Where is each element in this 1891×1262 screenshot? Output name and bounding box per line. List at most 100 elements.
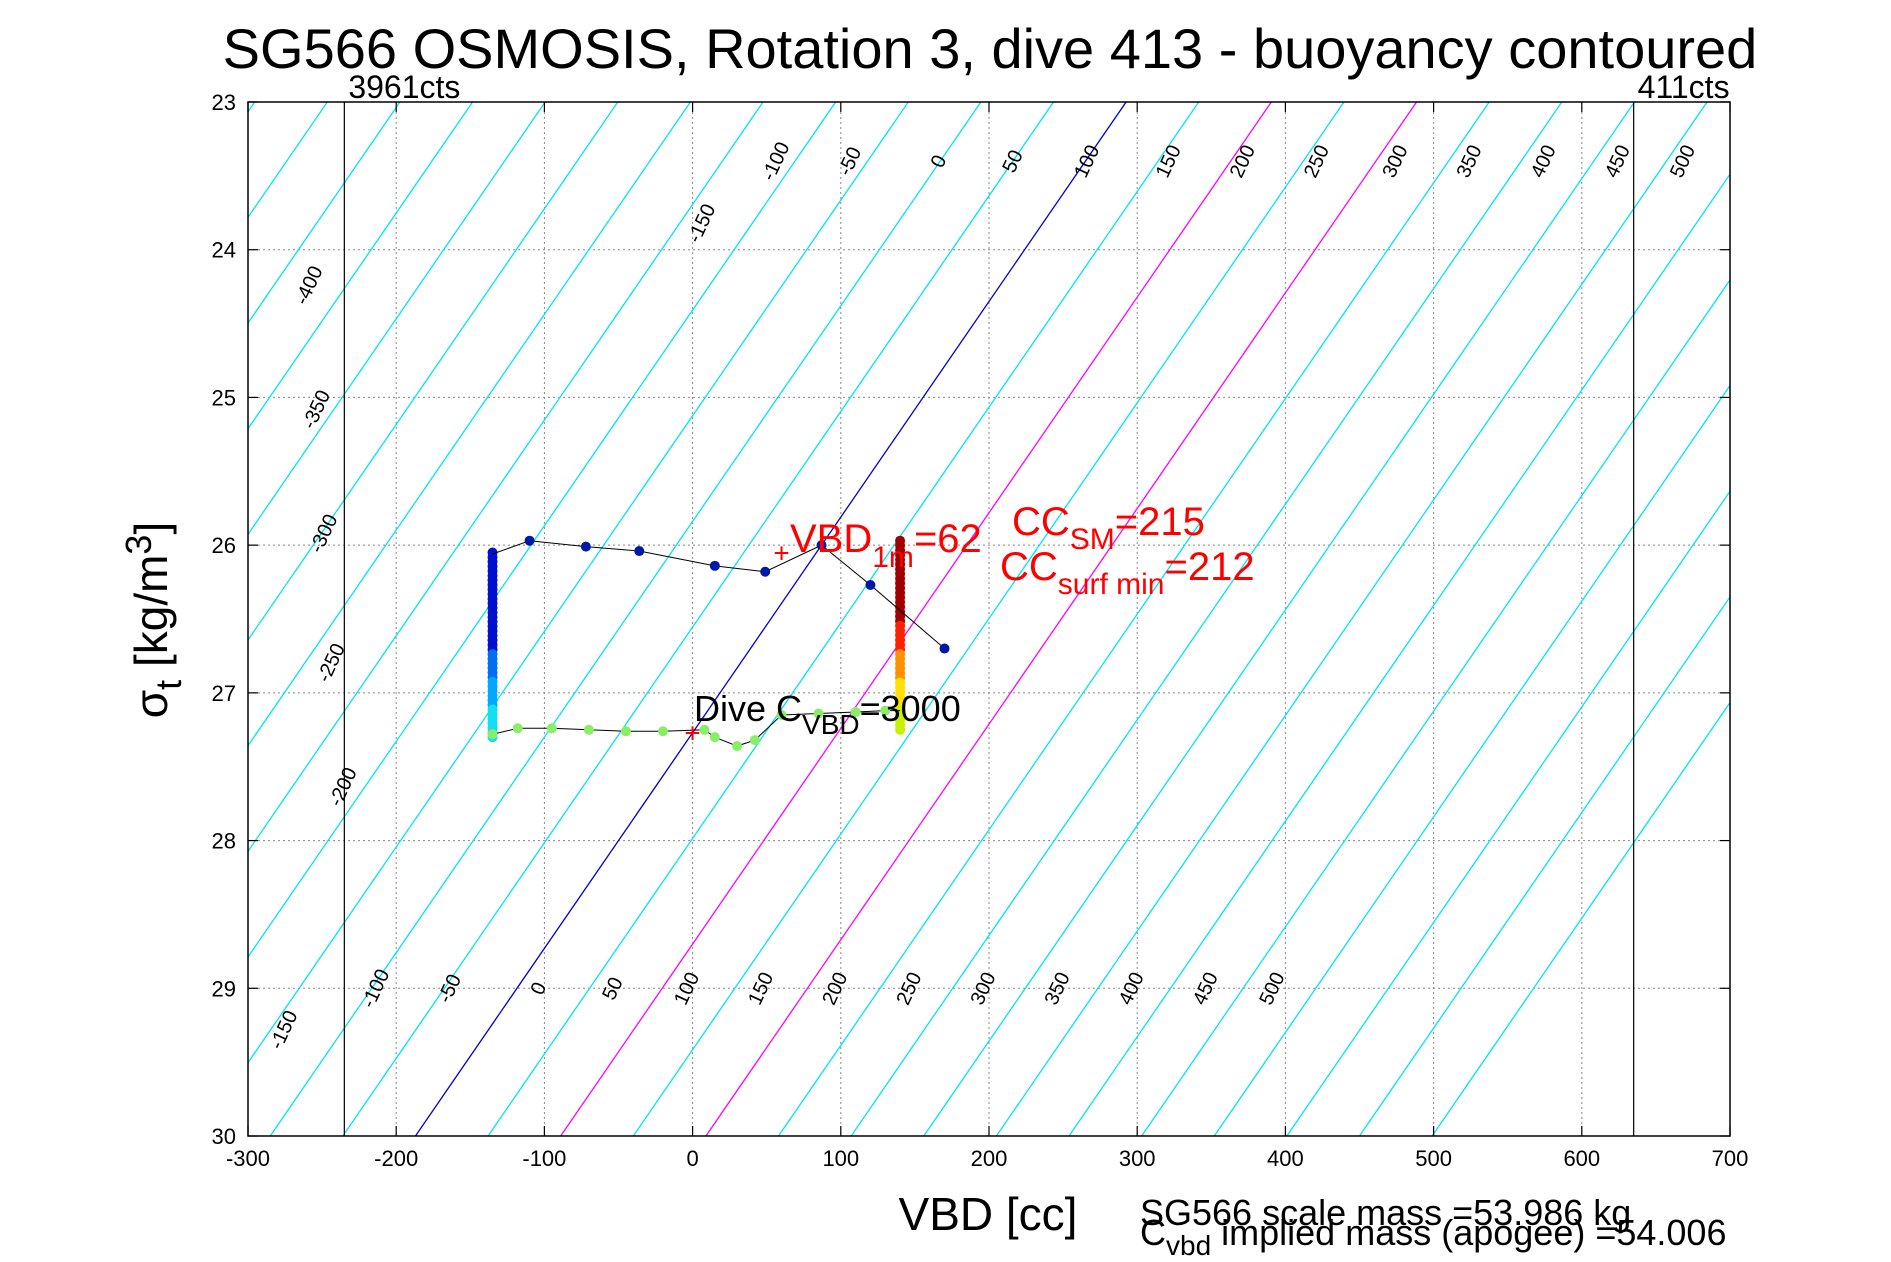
cc-sm-value: =215: [1115, 500, 1205, 544]
y-tick-label: 26: [212, 533, 236, 558]
contour-line: [248, 102, 546, 536]
contour-line: [342, 102, 1055, 1136]
green-trace-point: [657, 726, 668, 737]
x-tick-label: 100: [822, 1146, 859, 1171]
y-tick-label: 24: [212, 238, 236, 263]
vbd-limit-label: 3961cts: [348, 69, 460, 105]
x-tick-label: -200: [374, 1146, 418, 1171]
vbd-limit-label: 411cts: [1638, 69, 1730, 105]
green-trace-point: [512, 723, 523, 734]
green-trace-point: [709, 732, 720, 743]
buoyancy-contours: [248, 102, 1730, 1136]
vbd-1m-main: VBD: [790, 517, 872, 561]
contour-line: [1358, 595, 1730, 1136]
cc-surf-main: CC: [1000, 545, 1058, 589]
contour-line: [1286, 490, 1730, 1136]
cc-surf-value: =212: [1164, 545, 1254, 589]
y-axis-close: ]: [125, 522, 177, 535]
green-trace-point: [620, 726, 631, 737]
contour-line: [923, 102, 1635, 1136]
green-trace-point: [546, 723, 557, 734]
green-trace-point: [699, 724, 710, 735]
contour-line: [248, 102, 474, 430]
y-axis-sigma: σ: [125, 690, 177, 718]
x-axis-label: VBD [cc]: [899, 1188, 1078, 1240]
blue-trace-point: [760, 566, 771, 577]
axis-ticks: -300 -200 -100 0 100 200 300 400 500 600 700 23 24 25…: [212, 90, 1749, 1171]
dive-c-annotation: Dive CVBD=3000: [694, 688, 961, 740]
x-tick-label: -300: [226, 1146, 270, 1171]
y-tick-label: 23: [212, 90, 236, 115]
vbd-limit-lines: 3961cts 411cts: [343, 69, 1730, 1136]
contour-line: [269, 102, 982, 1136]
green-trace-point: [850, 707, 861, 718]
plus-marker: +: [684, 718, 700, 749]
contour-line: [248, 102, 764, 853]
footer-scale-mass: SG566 scale mass =53.986 kg: [1140, 1192, 1631, 1233]
contour-line: [487, 102, 1200, 1136]
contour-line: [850, 102, 1563, 1136]
x-tick-label: 500: [1415, 1146, 1452, 1171]
blue-trace-point: [634, 546, 645, 557]
cc-surf-sub: surf min: [1058, 568, 1165, 601]
green-trace-point: [487, 729, 498, 740]
contour-line: [632, 102, 1345, 1136]
blue-trace-point: [865, 580, 876, 591]
x-tick-label: 200: [971, 1146, 1008, 1171]
y-axis-sup: 3: [118, 535, 159, 555]
contour-line: [248, 102, 691, 747]
y-tick-label: 25: [212, 385, 236, 410]
blue-trace-point: [816, 540, 827, 551]
contour-line: [248, 102, 837, 959]
green-trace-point: [583, 724, 594, 735]
footer-implied-sub: vbd: [1166, 1230, 1211, 1261]
contour-line: [1431, 701, 1730, 1136]
contour-line: [248, 102, 909, 1064]
green-trace-point: [880, 705, 891, 716]
cc-sm-main: CC: [1012, 500, 1070, 544]
green-trace-point: [749, 735, 760, 746]
y-axis-units: [kg/m: [125, 555, 177, 680]
y-tick-label: 29: [212, 976, 236, 1001]
dive-c-main: Dive C: [694, 688, 802, 729]
blue-trace-point: [709, 560, 720, 571]
dive-c-value: =3000: [860, 688, 961, 729]
vbd-1m-sub: 1m: [872, 541, 914, 574]
footer-implied-rest: implied mass (apogee) =54.006: [1211, 1212, 1726, 1253]
cc-sm-annotation: CCSM=215: [1012, 500, 1205, 556]
contour-line: [995, 102, 1708, 1136]
contour-line: [705, 102, 1418, 1136]
footer-implied-mass: Cvbd implied mass (apogee) =54.006: [1140, 1212, 1726, 1261]
vbd-1m-annotation: VBD1m=62: [790, 517, 982, 574]
blue-trace-point: [580, 541, 591, 552]
blue-trace-point: [524, 535, 535, 546]
contour-line: [1213, 384, 1730, 1136]
x-tick-label: 0: [686, 1146, 698, 1171]
contour-line: [1068, 173, 1730, 1136]
contour-line: [248, 102, 619, 642]
contour-line: [414, 102, 1127, 1136]
contour-line: [1141, 278, 1730, 1136]
y-tick-label: 30: [212, 1124, 236, 1149]
contour-line: [777, 102, 1490, 1136]
x-tick-label: 700: [1712, 1146, 1749, 1171]
plus-marker: +: [773, 538, 789, 569]
vertical-red-point: [895, 724, 906, 735]
x-tick-label: 400: [1267, 1146, 1304, 1171]
green-trace-point: [776, 710, 787, 721]
green-trace-point: [813, 708, 824, 719]
dive-c-sub: VBD: [802, 709, 860, 740]
green-trace-point: [732, 741, 743, 752]
dive-series: ++: [487, 535, 950, 752]
cc-sm-sub: SM: [1070, 523, 1115, 556]
contour-line: [560, 102, 1272, 1136]
contour-line: [248, 102, 401, 325]
cc-surf-annotation: CCsurf min=212: [1000, 545, 1255, 601]
y-tick-label: 27: [212, 681, 236, 706]
vbd-1m-value: =62: [914, 517, 982, 561]
x-tick-label: 600: [1563, 1146, 1600, 1171]
footer-implied-main: C: [1140, 1212, 1166, 1253]
x-tick-label: 300: [1119, 1146, 1156, 1171]
y-tick-label: 28: [212, 829, 236, 854]
